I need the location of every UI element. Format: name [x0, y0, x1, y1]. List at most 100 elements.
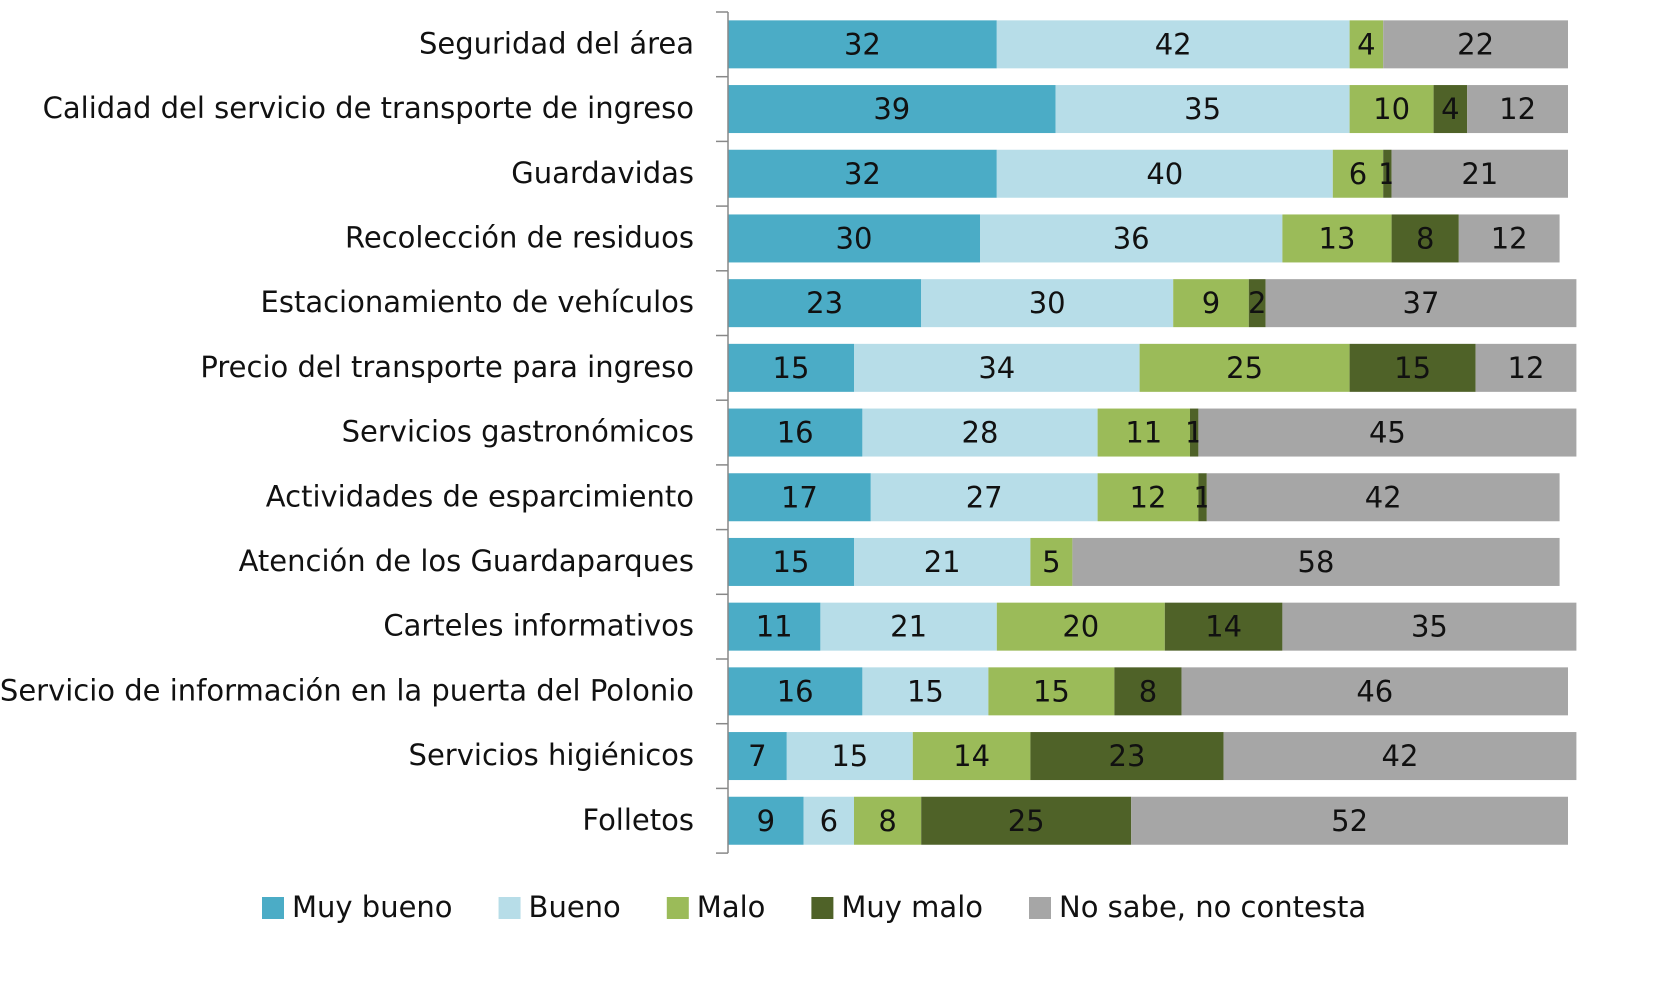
- bar-segment: [1206, 473, 1560, 522]
- data-label: 42: [1155, 27, 1192, 61]
- bar-segment: [728, 408, 863, 457]
- data-label: 8: [878, 804, 896, 838]
- bar-segment: [1433, 85, 1468, 134]
- data-label: 22: [1457, 27, 1494, 61]
- data-label: 4: [1357, 27, 1375, 61]
- bar-segment: [988, 667, 1115, 716]
- bar-segment: [1181, 667, 1568, 716]
- data-label: 15: [1033, 674, 1070, 708]
- data-label: 42: [1382, 739, 1419, 773]
- legend-label: Malo: [697, 890, 766, 924]
- bar-segment: [1265, 279, 1577, 328]
- data-label: 15: [831, 739, 868, 773]
- legend-swatch: [262, 897, 284, 919]
- legend-label: Muy bueno: [292, 890, 453, 924]
- data-label: 32: [844, 27, 881, 61]
- y-tick-label: Servicios gastronómicos: [342, 415, 694, 449]
- legend-swatch: [1029, 897, 1051, 919]
- bar-segment: [1282, 214, 1392, 263]
- data-label: 39: [873, 92, 910, 126]
- data-label: 20: [1062, 610, 1099, 644]
- bar-segment: [1097, 473, 1199, 522]
- data-label: 10: [1373, 92, 1410, 126]
- data-label: 14: [1205, 610, 1242, 644]
- bar-segment: [728, 279, 922, 328]
- data-label: 27: [966, 480, 1003, 514]
- bar-segment: [728, 20, 997, 69]
- data-label: 7: [748, 739, 766, 773]
- y-tick-label: Folletos: [582, 803, 694, 837]
- data-label: 16: [777, 416, 814, 450]
- bar-segment: [1198, 473, 1207, 522]
- bar-segment: [996, 602, 1165, 651]
- bar-segment: [1349, 85, 1434, 134]
- data-label: 12: [1499, 92, 1536, 126]
- y-tick-label: Calidad del servicio de transporte de in…: [43, 91, 694, 125]
- data-label: 35: [1411, 610, 1448, 644]
- bar-segment: [980, 214, 1283, 263]
- bar-segment: [1072, 537, 1560, 586]
- bar-segment: [996, 20, 1350, 69]
- data-label: 11: [1125, 416, 1162, 450]
- y-tick-label: Precio del transporte para ingreso: [200, 350, 694, 384]
- bar-segment: [1383, 20, 1568, 69]
- data-label: 23: [1109, 739, 1146, 773]
- data-label: 15: [773, 545, 810, 579]
- bar-segment: [1349, 20, 1384, 69]
- bar-segment: [728, 732, 787, 781]
- legend-label: No sabe, no contesta: [1059, 890, 1366, 924]
- bar-segment: [728, 85, 1056, 134]
- bar-segment: [854, 537, 1031, 586]
- data-label: 42: [1365, 480, 1402, 514]
- bar-segment: [1055, 85, 1350, 134]
- bar-segment: [820, 602, 997, 651]
- data-label: 23: [806, 286, 843, 320]
- bar-segment: [728, 667, 863, 716]
- bar-segment: [854, 343, 1140, 392]
- data-label: 9: [757, 804, 775, 838]
- legend-swatch: [811, 897, 834, 919]
- data-label: 13: [1319, 221, 1356, 255]
- data-label: 8: [1139, 674, 1157, 708]
- bar-segment: [1391, 214, 1459, 263]
- bar-segment: [1475, 343, 1577, 392]
- bar-segment: [1114, 667, 1182, 716]
- data-label: 45: [1369, 416, 1406, 450]
- bar-segment: [1173, 279, 1249, 328]
- bar-segment: [1164, 602, 1283, 651]
- data-label: 8: [1416, 221, 1434, 255]
- bar-segment: [1097, 408, 1190, 457]
- data-label: 21: [1461, 157, 1498, 191]
- bar-segment: [1139, 343, 1350, 392]
- data-label: 12: [1491, 221, 1528, 255]
- data-label: 36: [1113, 221, 1150, 255]
- bar-segment: [862, 408, 1098, 457]
- bar-segment: [1248, 279, 1266, 328]
- data-label: 21: [924, 545, 961, 579]
- bar-segment: [921, 279, 1174, 328]
- data-label: 52: [1331, 804, 1368, 838]
- data-label: 30: [836, 221, 873, 255]
- bar-segment: [1467, 85, 1568, 134]
- data-label: 12: [1508, 351, 1545, 385]
- data-label: 4: [1441, 92, 1459, 126]
- y-tick-label: Recolección de residuos: [345, 220, 694, 254]
- data-label: 6: [1349, 157, 1367, 191]
- legend-swatch: [498, 897, 521, 919]
- bar-segment: [996, 149, 1333, 198]
- data-label: 21: [890, 610, 927, 644]
- legend-label: Muy malo: [841, 890, 983, 924]
- data-label: 14: [953, 739, 990, 773]
- data-label: 16: [777, 674, 814, 708]
- bar-segment: [786, 732, 913, 781]
- data-label: 37: [1403, 286, 1440, 320]
- bar-segment: [1131, 796, 1568, 845]
- bar-segment: [1282, 602, 1577, 651]
- y-tick-label: Servicios higiénicos: [409, 738, 694, 772]
- bar-segment: [1332, 149, 1384, 198]
- bar-segment: [1349, 343, 1476, 392]
- bar-segment: [1458, 214, 1560, 263]
- data-label: 15: [907, 674, 944, 708]
- bar-segment: [1383, 149, 1392, 198]
- bar-segment: [1030, 732, 1224, 781]
